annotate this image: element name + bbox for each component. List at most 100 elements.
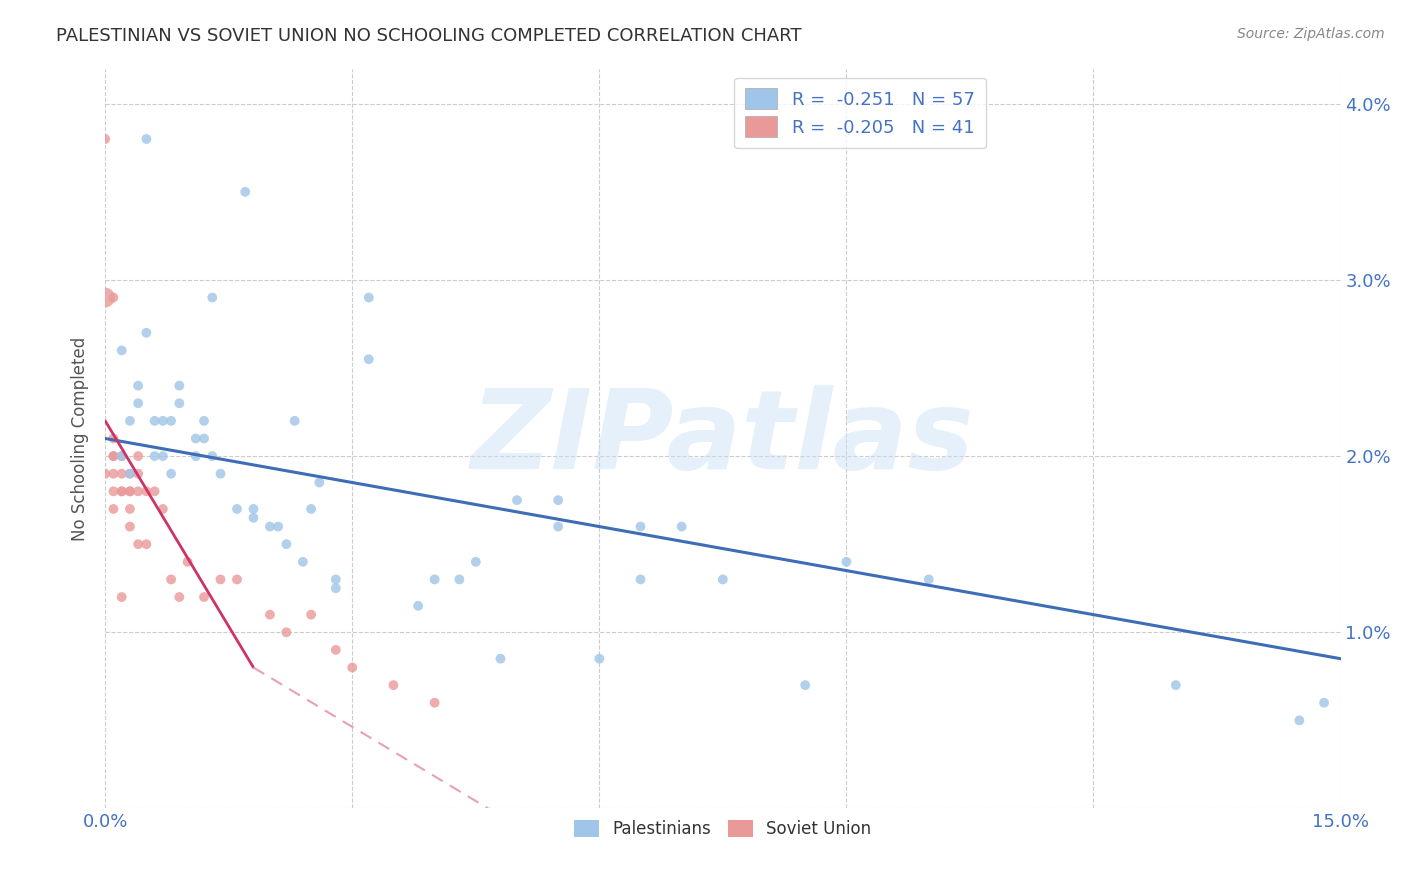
Point — [267, 519, 290, 533]
Point — [118, 484, 141, 499]
Point — [671, 519, 693, 533]
Point — [111, 467, 134, 481]
Point — [226, 573, 249, 587]
Point — [160, 414, 183, 428]
Point — [152, 414, 174, 428]
Point — [201, 449, 224, 463]
Point — [423, 696, 446, 710]
Point — [152, 449, 174, 463]
Point — [242, 510, 264, 524]
Point — [103, 467, 125, 481]
Point — [835, 555, 858, 569]
Point — [1288, 714, 1310, 728]
Point — [118, 484, 141, 499]
Point — [184, 432, 207, 446]
Point — [127, 537, 149, 551]
Point — [111, 449, 134, 463]
Point — [103, 449, 125, 463]
Point — [209, 573, 232, 587]
Point — [135, 484, 157, 499]
Point — [127, 396, 149, 410]
Point — [143, 414, 166, 428]
Point — [233, 185, 256, 199]
Point — [193, 590, 215, 604]
Point — [127, 484, 149, 499]
Point — [588, 651, 610, 665]
Point — [94, 467, 117, 481]
Point — [111, 484, 134, 499]
Point — [135, 326, 157, 340]
Point — [103, 449, 125, 463]
Point — [276, 625, 298, 640]
Point — [118, 467, 141, 481]
Point — [284, 414, 307, 428]
Point — [291, 555, 314, 569]
Point — [176, 555, 198, 569]
Point — [209, 467, 232, 481]
Point — [127, 449, 149, 463]
Y-axis label: No Schooling Completed: No Schooling Completed — [72, 336, 89, 541]
Point — [127, 467, 149, 481]
Point — [169, 590, 191, 604]
Point — [135, 132, 157, 146]
Point — [299, 502, 322, 516]
Point — [357, 352, 380, 367]
Point — [242, 502, 264, 516]
Point — [103, 502, 125, 516]
Point — [111, 449, 134, 463]
Point — [406, 599, 429, 613]
Point — [111, 343, 134, 358]
Point — [489, 651, 512, 665]
Point — [276, 537, 298, 551]
Point — [259, 519, 281, 533]
Point — [711, 573, 734, 587]
Point — [308, 475, 330, 490]
Point — [94, 132, 117, 146]
Point — [111, 484, 134, 499]
Point — [135, 537, 157, 551]
Text: Source: ZipAtlas.com: Source: ZipAtlas.com — [1237, 27, 1385, 41]
Point — [794, 678, 817, 692]
Point — [259, 607, 281, 622]
Point — [1164, 678, 1187, 692]
Point — [357, 291, 380, 305]
Point — [118, 467, 141, 481]
Point — [118, 502, 141, 516]
Point — [160, 573, 183, 587]
Point — [325, 573, 347, 587]
Point — [299, 607, 322, 622]
Text: ZIPatlas: ZIPatlas — [471, 385, 974, 492]
Text: PALESTINIAN VS SOVIET UNION NO SCHOOLING COMPLETED CORRELATION CHART: PALESTINIAN VS SOVIET UNION NO SCHOOLING… — [56, 27, 801, 45]
Point — [103, 484, 125, 499]
Point — [94, 291, 117, 305]
Point — [423, 573, 446, 587]
Point — [118, 414, 141, 428]
Point — [1313, 696, 1336, 710]
Point — [382, 678, 405, 692]
Point — [547, 519, 569, 533]
Point — [118, 519, 141, 533]
Legend: Palestinians, Soviet Union: Palestinians, Soviet Union — [568, 813, 879, 845]
Point — [152, 502, 174, 516]
Point — [630, 519, 652, 533]
Point — [193, 414, 215, 428]
Point — [103, 432, 125, 446]
Point — [226, 502, 249, 516]
Point — [143, 484, 166, 499]
Point — [464, 555, 486, 569]
Point — [201, 291, 224, 305]
Point — [184, 449, 207, 463]
Point — [506, 493, 529, 508]
Point — [143, 449, 166, 463]
Point — [127, 378, 149, 392]
Point — [169, 378, 191, 392]
Point — [160, 467, 183, 481]
Point — [193, 432, 215, 446]
Point — [918, 573, 941, 587]
Point — [449, 573, 471, 587]
Point — [342, 660, 364, 674]
Point — [111, 590, 134, 604]
Point — [325, 581, 347, 595]
Point — [630, 573, 652, 587]
Point — [325, 643, 347, 657]
